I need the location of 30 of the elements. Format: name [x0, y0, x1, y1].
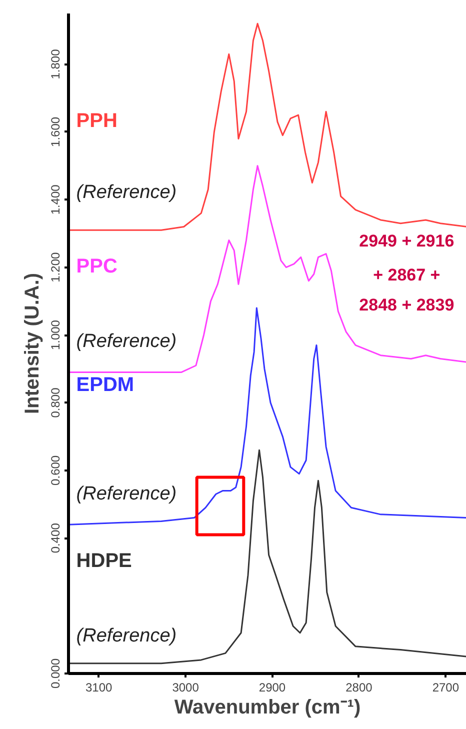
y-axis-title: Intensity (U.A.) [22, 272, 44, 414]
line-series [68, 449, 466, 664]
annotation: 2949 + 2916 [359, 231, 454, 250]
text: EPDM [76, 374, 134, 396]
annotation: (Reference) [76, 330, 177, 352]
y-tick-label: 1.000 [48, 320, 62, 350]
x-tick-label: 3000 [172, 680, 200, 694]
y-tick-label: 1.200 [48, 252, 62, 282]
x-tick-label: 3100 [86, 680, 113, 694]
annotation: + 2867 + [373, 265, 440, 284]
line-series [68, 165, 466, 374]
text: HDPE [76, 550, 132, 572]
text: PPC [76, 256, 118, 278]
annotation: (Reference) [76, 625, 177, 646]
x-tick-label: 2700 [432, 680, 460, 694]
y-tick-label: 1.400 [48, 184, 62, 215]
text: PPH [76, 110, 118, 132]
y-tick-label: 0.800 [48, 387, 62, 418]
y-tick-label: 1.800 [48, 48, 62, 80]
y-tick-label: 0.000 [48, 658, 62, 689]
annotation: 2848 + 2839 [359, 296, 454, 315]
x-axis-title: Wavenumber (cm⁻¹) [174, 696, 361, 718]
y-tick-label: 1.600 [48, 116, 62, 147]
annotation: (Reference) [76, 182, 177, 204]
x-tick-label: 2900 [258, 680, 286, 694]
line-series [68, 22, 466, 231]
annotation: (Reference) [76, 483, 177, 504]
x-tick-label: 2800 [346, 680, 373, 694]
y-tick-label: 0.600 [48, 455, 62, 486]
y-tick-label: 0.400 [48, 522, 62, 554]
